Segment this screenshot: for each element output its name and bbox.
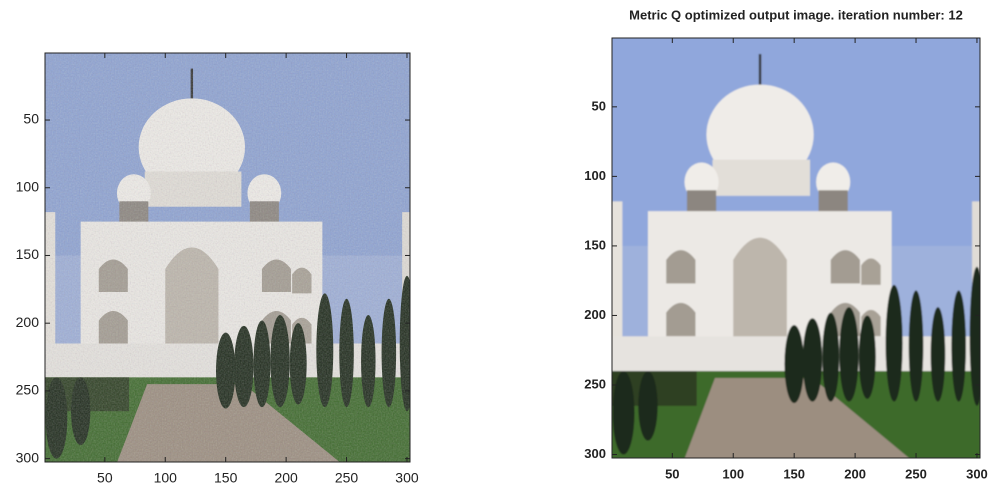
x-tick-label: 150 (214, 470, 238, 486)
tree (822, 313, 839, 402)
figure: 50 100 150 200 250 300 50 100 150 200 250 300 Metric… (0, 0, 994, 494)
image (44, 52, 414, 462)
main-arch (733, 238, 787, 346)
y-tick-label: 200 (584, 307, 606, 322)
side-arch (666, 303, 695, 336)
tree (638, 371, 657, 441)
tree (859, 315, 876, 398)
tree (839, 307, 858, 402)
image (611, 37, 984, 458)
tree (909, 290, 924, 401)
tree (784, 325, 803, 403)
x-tick-label: 200 (274, 470, 298, 486)
image-content (44, 52, 414, 462)
x-tick-label: 50 (665, 466, 679, 481)
drum (713, 160, 810, 196)
x-tick-label: 150 (783, 466, 805, 481)
y-tick-label: 50 (23, 111, 39, 127)
minaret (611, 201, 622, 347)
y-tick-label: 300 (16, 449, 40, 465)
chhatri (819, 190, 848, 212)
y-tick-label: 150 (16, 246, 40, 262)
y-tick-label: 150 (584, 237, 606, 252)
x-tick-label: 100 (154, 470, 178, 486)
chhatri (687, 190, 716, 212)
x-tick-label: 50 (97, 470, 113, 486)
y-tick-label: 250 (584, 376, 606, 391)
tree (931, 307, 946, 402)
side-arch (666, 250, 695, 283)
image-content (611, 37, 984, 458)
y-tick-label: 50 (592, 98, 606, 113)
side-arch (861, 258, 880, 284)
axes-title: Metric Q optimized output image. iterati… (629, 7, 963, 22)
y-tick-label: 200 (16, 314, 40, 330)
y-tick-label: 300 (584, 446, 606, 461)
axes: 50 100 150 200 250 300 50 100 150 200 250 300 (16, 52, 419, 485)
axes: Metric Q optimized output image. iterati… (584, 7, 988, 481)
tree (886, 285, 903, 402)
y-tick-label: 100 (584, 168, 606, 183)
x-tick-label: 250 (905, 466, 927, 481)
side-arch (831, 250, 860, 283)
tree (613, 371, 635, 454)
y-tick-label: 250 (16, 382, 40, 398)
x-tick-label: 100 (722, 466, 744, 481)
x-tick-label: 300 (966, 466, 988, 481)
y-tick-label: 100 (16, 178, 40, 194)
x-tick-label: 250 (335, 470, 359, 486)
x-tick-label: 300 (395, 470, 419, 486)
tree (803, 318, 822, 401)
noise (44, 52, 410, 462)
tree (951, 290, 966, 401)
x-tick-label: 200 (844, 466, 866, 481)
